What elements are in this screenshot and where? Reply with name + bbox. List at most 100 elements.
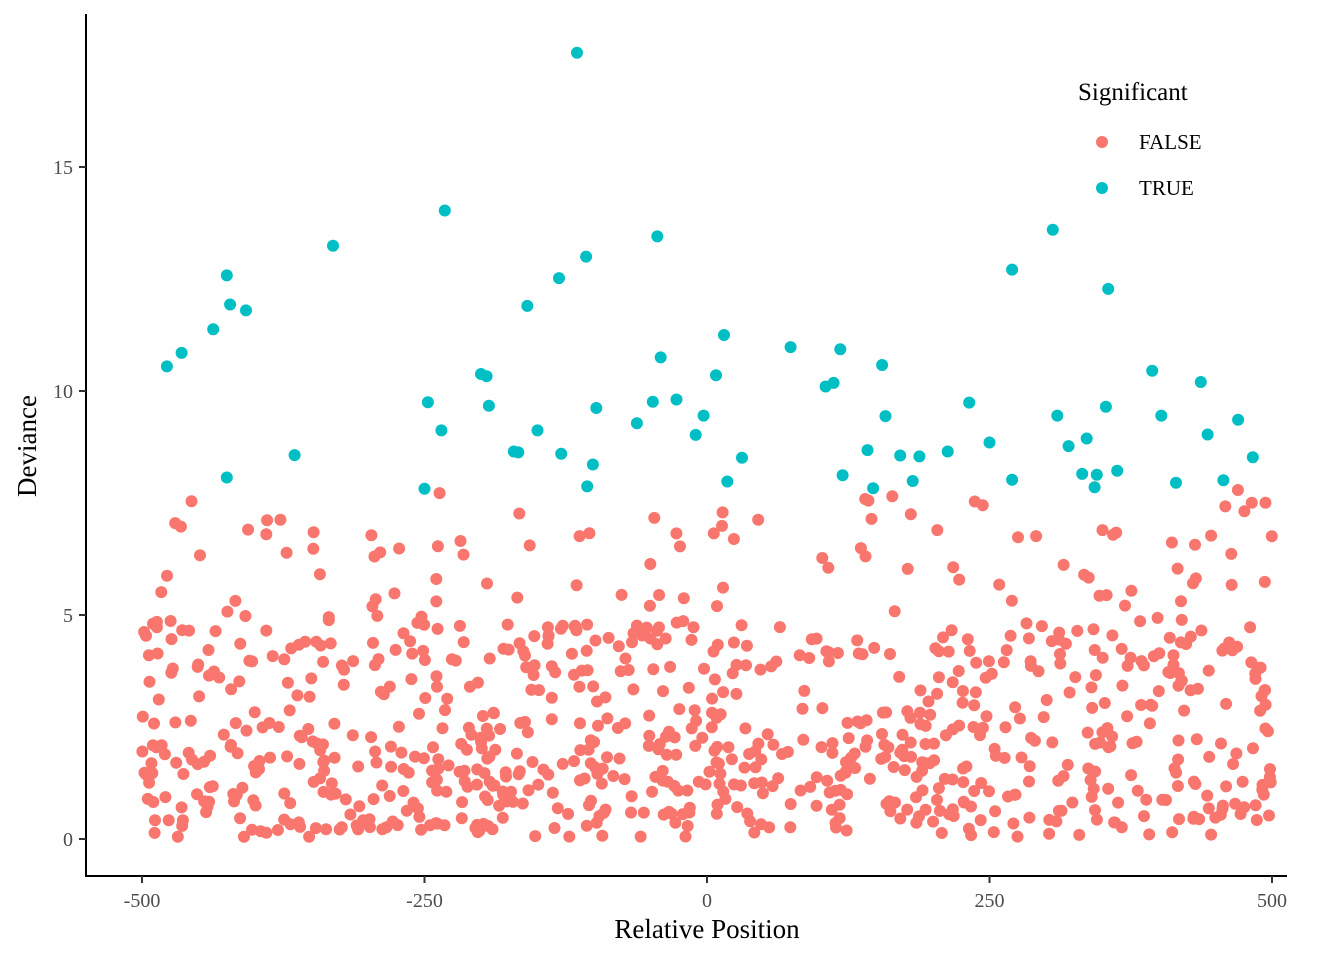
data-point-false <box>1259 722 1272 735</box>
data-point-false <box>653 738 666 750</box>
data-point-false <box>754 663 767 676</box>
data-point-false <box>186 753 198 766</box>
data-point-false <box>1037 711 1050 724</box>
data-point-false <box>145 757 158 770</box>
data-point-true <box>876 359 889 371</box>
data-point-false <box>901 705 914 718</box>
data-point-false <box>1030 530 1043 543</box>
data-point-false <box>432 753 445 766</box>
x-axis-title: Relative Position <box>614 914 800 944</box>
data-point-false <box>1008 788 1021 801</box>
data-point-false <box>519 715 531 728</box>
data-point-false <box>149 814 161 827</box>
data-point-false <box>549 666 562 679</box>
data-point-true <box>784 341 797 354</box>
data-point-false <box>901 803 914 816</box>
data-point-false <box>1173 813 1185 826</box>
data-point-false <box>159 791 172 804</box>
data-point-false <box>285 642 298 655</box>
data-point-false <box>748 826 761 839</box>
data-point-false <box>894 812 907 825</box>
data-point-false <box>904 736 917 749</box>
data-point-false <box>324 637 337 650</box>
data-point-false <box>1258 575 1271 588</box>
data-point-false <box>637 806 650 819</box>
data-point-false <box>987 826 1000 839</box>
data-point-false <box>1115 642 1128 655</box>
data-point-false <box>339 793 352 806</box>
data-point-false <box>169 716 182 729</box>
data-point-true <box>906 475 919 487</box>
data-point-false <box>1140 793 1153 806</box>
y-tick-label: 5 <box>63 605 73 627</box>
data-point-false <box>165 666 178 679</box>
data-point-false <box>227 788 240 800</box>
data-point-false <box>1156 793 1169 806</box>
data-point-false <box>804 780 817 793</box>
data-point-false <box>573 530 586 543</box>
data-point-false <box>136 710 149 723</box>
data-point-false <box>400 804 413 817</box>
data-point-false <box>1082 762 1095 775</box>
data-point-false <box>1238 801 1251 814</box>
data-point-false <box>1093 589 1106 602</box>
data-point-false <box>851 634 864 647</box>
data-point-false <box>707 527 720 540</box>
data-point-false <box>647 663 660 676</box>
data-point-false <box>325 788 338 801</box>
data-point-true <box>710 369 722 382</box>
data-point-true <box>861 444 874 457</box>
data-point-false <box>274 513 287 526</box>
data-point-false <box>643 599 656 612</box>
data-point-false <box>670 527 683 540</box>
data-point-false <box>465 728 478 741</box>
data-point-false <box>1104 740 1117 753</box>
data-point-false <box>209 625 222 638</box>
data-point-false <box>176 624 189 637</box>
data-point-false <box>165 633 178 646</box>
data-point-false <box>481 577 493 590</box>
data-point-false <box>353 800 366 813</box>
data-point-false <box>660 748 673 761</box>
data-point-false <box>1165 536 1178 549</box>
series-false-points <box>136 484 1278 843</box>
data-point-false <box>460 743 473 756</box>
data-point-false <box>588 736 601 748</box>
data-point-false <box>141 792 154 805</box>
data-point-false <box>569 619 582 632</box>
data-point-false <box>685 722 698 735</box>
data-point-false <box>601 751 613 764</box>
data-point-true <box>1146 364 1159 377</box>
data-point-false <box>728 778 740 791</box>
data-point-true <box>220 269 233 282</box>
data-point-false <box>380 821 393 834</box>
data-point-false <box>714 767 727 780</box>
data-point-true <box>630 417 643 430</box>
data-point-false <box>1020 617 1033 630</box>
data-point-false <box>347 655 360 668</box>
data-point-false <box>625 790 638 803</box>
data-point-false <box>622 664 635 676</box>
data-point-true <box>941 445 954 458</box>
data-point-false <box>685 633 698 646</box>
data-point-false <box>573 680 586 693</box>
data-point-false <box>533 684 545 697</box>
data-point-false <box>1171 562 1184 575</box>
data-point-true <box>836 469 849 482</box>
data-point-false <box>377 688 390 701</box>
data-point-false <box>860 714 873 727</box>
data-point-false <box>868 641 881 654</box>
data-point-false <box>1135 699 1148 711</box>
data-point-false <box>956 696 969 709</box>
data-point-false <box>829 784 842 797</box>
data-point-true <box>1088 481 1101 494</box>
data-point-false <box>898 764 911 777</box>
data-point-false <box>826 737 839 750</box>
data-point-false <box>960 760 973 773</box>
data-point-false <box>1046 736 1059 749</box>
data-point-false <box>833 812 846 825</box>
data-point-false <box>670 748 683 761</box>
data-point-false <box>333 823 346 836</box>
data-point-false <box>481 794 494 806</box>
data-point-false <box>431 540 444 553</box>
